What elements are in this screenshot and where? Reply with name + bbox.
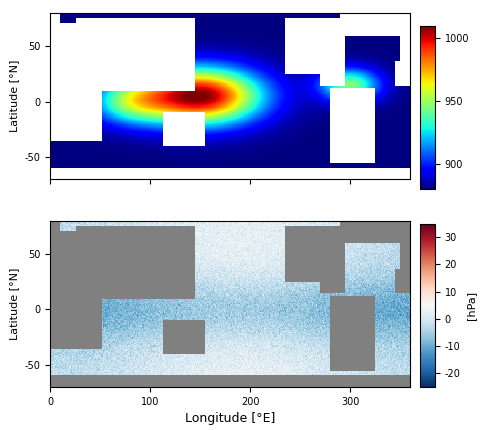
- Y-axis label: [hPa]: [hPa]: [466, 291, 476, 320]
- Y-axis label: Latitude [°N]: Latitude [°N]: [9, 268, 19, 340]
- X-axis label: Longitude [°E]: Longitude [°E]: [185, 412, 275, 425]
- Y-axis label: Latitude [°N]: Latitude [°N]: [9, 60, 19, 132]
